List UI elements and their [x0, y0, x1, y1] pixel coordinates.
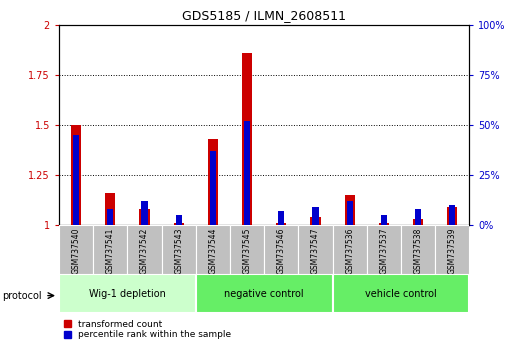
Bar: [332, 274, 469, 313]
Text: GSM737542: GSM737542: [140, 227, 149, 274]
Bar: [71, 125, 81, 225]
Bar: [347, 201, 353, 225]
Bar: [415, 209, 421, 225]
Bar: [173, 223, 184, 225]
Bar: [59, 225, 93, 274]
Text: GSM737540: GSM737540: [72, 227, 81, 274]
Bar: [230, 225, 264, 274]
Text: GSM737539: GSM737539: [448, 227, 457, 274]
Bar: [401, 225, 435, 274]
Bar: [447, 207, 458, 225]
Bar: [105, 193, 115, 225]
Text: negative control: negative control: [224, 289, 304, 299]
Text: GSM737546: GSM737546: [277, 227, 286, 274]
Bar: [196, 225, 230, 274]
Bar: [208, 139, 218, 225]
Bar: [332, 225, 367, 274]
Bar: [210, 151, 216, 225]
Bar: [278, 211, 284, 225]
Bar: [127, 225, 162, 274]
Bar: [449, 205, 456, 225]
Text: Wig-1 depletion: Wig-1 depletion: [89, 289, 166, 299]
Bar: [73, 135, 79, 225]
Text: protocol: protocol: [3, 291, 42, 301]
Bar: [264, 225, 299, 274]
Legend: transformed count, percentile rank within the sample: transformed count, percentile rank withi…: [64, 320, 231, 339]
Bar: [367, 225, 401, 274]
Bar: [93, 225, 127, 274]
Text: GSM737536: GSM737536: [345, 227, 354, 274]
Bar: [312, 207, 319, 225]
Text: GSM737537: GSM737537: [380, 227, 388, 274]
Text: GSM737545: GSM737545: [243, 227, 251, 274]
Bar: [381, 215, 387, 225]
Bar: [310, 217, 321, 225]
Text: GSM737543: GSM737543: [174, 227, 183, 274]
Bar: [196, 274, 332, 313]
Bar: [175, 215, 182, 225]
Text: GSM737541: GSM737541: [106, 227, 115, 274]
Text: GSM737547: GSM737547: [311, 227, 320, 274]
Text: GSM737544: GSM737544: [208, 227, 218, 274]
Text: vehicle control: vehicle control: [365, 289, 437, 299]
Bar: [435, 225, 469, 274]
Bar: [379, 223, 389, 225]
Bar: [299, 225, 332, 274]
Bar: [140, 209, 150, 225]
Bar: [59, 274, 196, 313]
Text: GSM737538: GSM737538: [413, 227, 423, 274]
Bar: [242, 53, 252, 225]
Bar: [244, 121, 250, 225]
Bar: [413, 219, 423, 225]
Bar: [276, 223, 286, 225]
Bar: [142, 201, 148, 225]
Title: GDS5185 / ILMN_2608511: GDS5185 / ILMN_2608511: [182, 9, 346, 22]
Bar: [345, 195, 355, 225]
Bar: [162, 225, 196, 274]
Bar: [107, 209, 113, 225]
